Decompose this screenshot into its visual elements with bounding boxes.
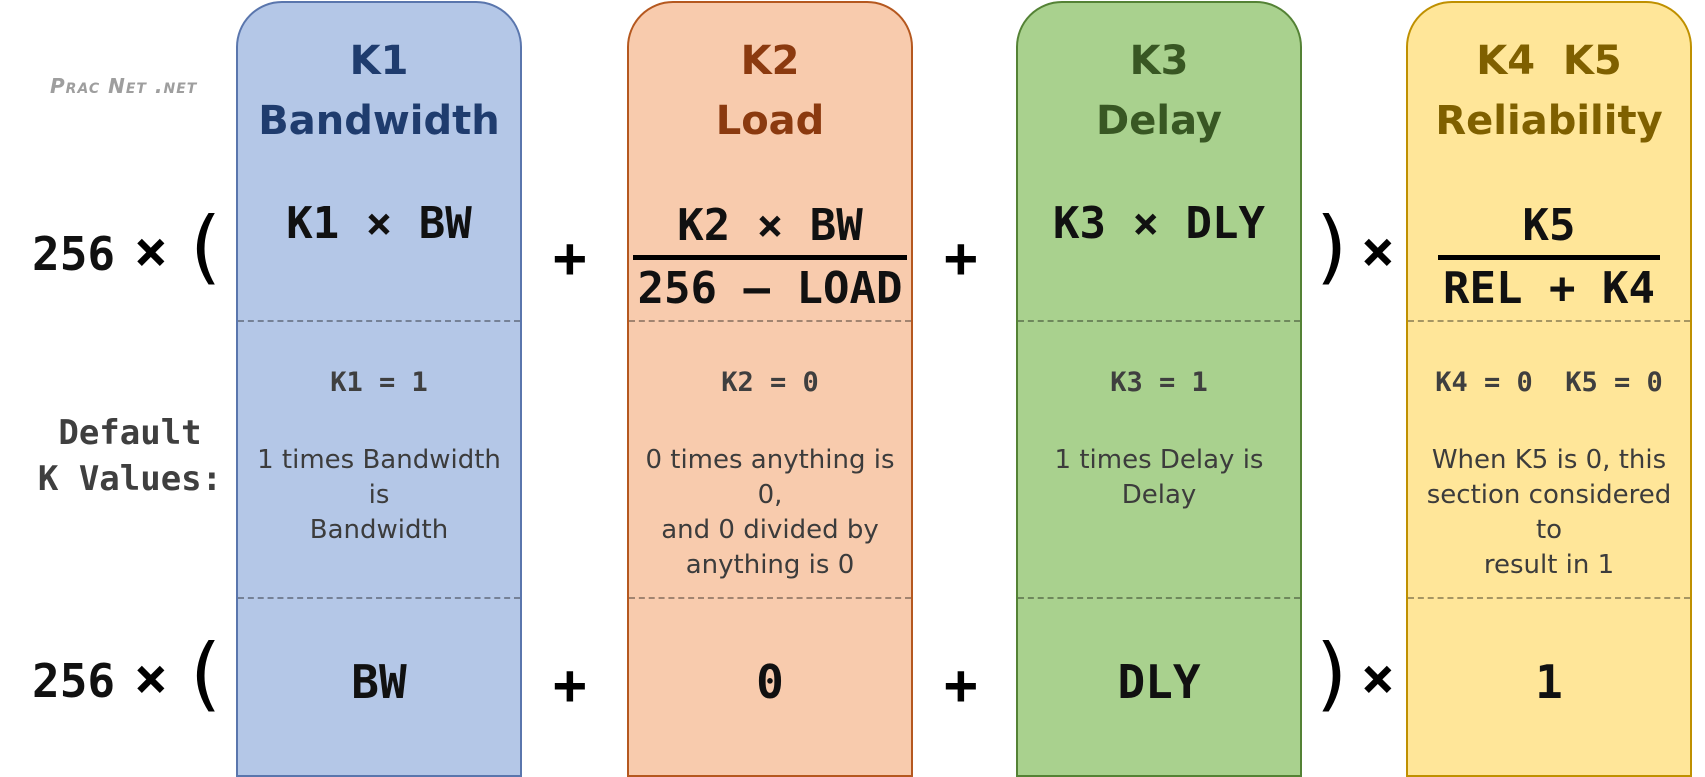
k3-header-label: Delay [1018, 91, 1300, 151]
k4-k5-divider-top [1408, 320, 1690, 322]
top-open-paren: ( [190, 200, 221, 293]
k2-load-column: K2 Load K2 × BW 256 – LOAD K2 = 0 0 time… [627, 1, 913, 777]
k4-k5-header: K4 K5 Reliability [1408, 31, 1690, 151]
k3-result: DLY [1018, 655, 1300, 709]
k2-divider-bottom [629, 597, 911, 599]
k3-formula: K3 × DLY [1018, 198, 1300, 249]
k4-k5-header-key: K4 K5 [1408, 31, 1690, 91]
k4-k5-default-value: K4 = 0 K5 = 0 [1408, 367, 1690, 398]
k4-k5-note-line: When K5 is 0, this [1414, 443, 1684, 478]
k1-divider-bottom [238, 597, 520, 599]
k2-formula-fraction: K2 × BW 256 – LOAD [629, 199, 911, 316]
k4-k5-note: When K5 is 0, this section considered to… [1414, 443, 1684, 583]
k4-k5-divider-bottom [1408, 597, 1690, 599]
k3-header: K3 Delay [1018, 31, 1300, 151]
k1-divider-top [238, 320, 520, 322]
k4-k5-result: 1 [1408, 655, 1690, 709]
k2-header-key: K2 [629, 31, 911, 91]
default-label-line1: Default [30, 410, 230, 456]
top-times-operator: × [134, 219, 168, 284]
k4-k5-formula-fraction: K5 REL + K4 [1408, 199, 1690, 316]
k4-k5-fraction-bar [1438, 255, 1660, 260]
k3-note-line: Delay [1024, 478, 1294, 513]
k2-fraction-bar [633, 255, 907, 260]
k3-default-value: K3 = 1 [1018, 367, 1300, 398]
bottom-open-paren: ( [190, 627, 221, 720]
k4-k5-note-line: result in 1 [1414, 548, 1684, 583]
k3-delay-column: K3 Delay K3 × DLY K3 = 1 1 times Delay i… [1016, 1, 1302, 777]
k4-k5-formula-numerator: K5 [1408, 199, 1690, 253]
default-k-values-label: Default K Values: [30, 410, 230, 502]
k3-note-line: 1 times Delay is [1024, 443, 1294, 478]
default-label-line2: K Values: [30, 456, 230, 502]
k2-formula-numerator: K2 × BW [629, 199, 911, 253]
k1-formula: K1 × BW [238, 198, 520, 249]
top-multiplier-256: 256 [32, 227, 115, 281]
k2-note-line: anything is 0 [635, 548, 905, 583]
k4-k5-header-label: Reliability [1408, 91, 1690, 151]
k4-k5-reliability-column: K4 K5 Reliability K5 REL + K4 K4 = 0 K5 … [1406, 1, 1692, 777]
k2-default-value: K2 = 0 [629, 367, 911, 398]
k2-result: 0 [629, 655, 911, 709]
k1-header-key: K1 [238, 31, 520, 91]
top-times-operator-2: × [1361, 219, 1395, 284]
k1-result: BW [238, 655, 520, 709]
top-plus-operator-1: + [553, 226, 587, 291]
k1-note-line: Bandwidth [244, 513, 514, 548]
k1-note-line: 1 times Bandwidth is [244, 443, 514, 513]
bottom-plus-operator-1: + [553, 653, 587, 718]
k1-header: K1 Bandwidth [238, 31, 520, 151]
k2-note-line: 0 times anything is 0, [635, 443, 905, 513]
k1-bandwidth-column: K1 Bandwidth K1 × BW K1 = 1 1 times Band… [236, 1, 522, 777]
k2-header-label: Load [629, 91, 911, 151]
k2-header: K2 Load [629, 31, 911, 151]
bottom-multiplier-256: 256 [32, 654, 115, 708]
k4-k5-formula-denominator: REL + K4 [1408, 262, 1690, 316]
k3-header-key: K3 [1018, 31, 1300, 91]
k2-divider-top [629, 320, 911, 322]
bottom-close-paren: ) [1316, 627, 1347, 720]
k4-k5-note-line: section considered to [1414, 478, 1684, 548]
k3-divider-top [1018, 320, 1300, 322]
watermark-logo: Prac Net .net [50, 74, 197, 98]
top-plus-operator-2: + [944, 226, 978, 291]
k2-formula-denominator: 256 – LOAD [629, 262, 911, 316]
bottom-times-operator-2: × [1361, 646, 1395, 711]
bottom-plus-operator-2: + [944, 653, 978, 718]
k1-note: 1 times Bandwidth is Bandwidth [244, 443, 514, 548]
top-close-paren: ) [1316, 200, 1347, 293]
k1-header-label: Bandwidth [238, 91, 520, 151]
k1-default-value: K1 = 1 [238, 367, 520, 398]
bottom-times-operator: × [134, 646, 168, 711]
k3-note: 1 times Delay is Delay [1024, 443, 1294, 513]
k2-note-line: and 0 divided by [635, 513, 905, 548]
k2-note: 0 times anything is 0, and 0 divided by … [635, 443, 905, 583]
k3-divider-bottom [1018, 597, 1300, 599]
